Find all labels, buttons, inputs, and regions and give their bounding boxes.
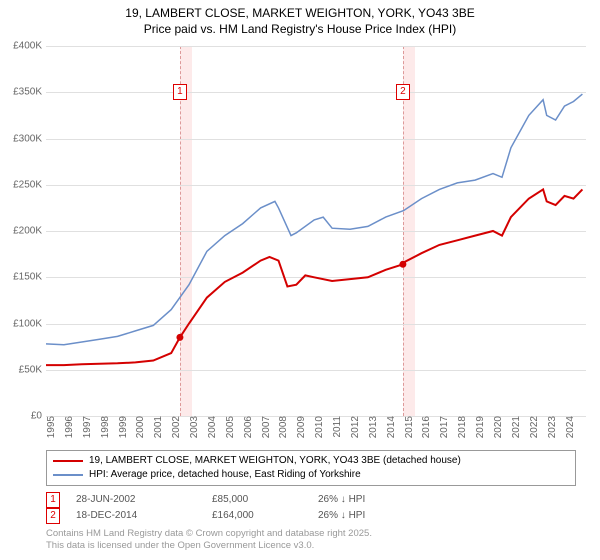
x-axis-label: 1999 bbox=[114, 416, 129, 438]
x-axis-label: 2021 bbox=[507, 416, 522, 438]
transaction-marker: 1 bbox=[46, 492, 60, 508]
transaction-hpi: 26% ↓ HPI bbox=[318, 492, 438, 508]
x-axis-label: 2016 bbox=[417, 416, 432, 438]
y-axis-label: £50K bbox=[19, 364, 46, 375]
legend-label-2: HPI: Average price, detached house, East… bbox=[89, 468, 361, 482]
x-axis-label: 2017 bbox=[435, 416, 450, 438]
transaction-marker: 2 bbox=[46, 508, 60, 524]
x-axis-label: 2018 bbox=[453, 416, 468, 438]
legend-row-1: 19, LAMBERT CLOSE, MARKET WEIGHTON, YORK… bbox=[53, 454, 569, 468]
series-price_paid bbox=[46, 189, 582, 365]
x-axis-label: 2009 bbox=[292, 416, 307, 438]
x-axis-label: 2007 bbox=[257, 416, 272, 438]
legend-box: 19, LAMBERT CLOSE, MARKET WEIGHTON, YORK… bbox=[46, 450, 576, 486]
x-axis-label: 2022 bbox=[525, 416, 540, 438]
marker-1: 1 bbox=[173, 84, 187, 100]
transaction-hpi: 26% ↓ HPI bbox=[318, 508, 438, 524]
x-axis-label: 2005 bbox=[221, 416, 236, 438]
legend-swatch-2 bbox=[53, 474, 83, 476]
transactions-table: 1 28-JUN-2002 £85,000 26% ↓ HPI 2 18-DEC-2014… bbox=[46, 492, 576, 524]
title-line2: Price paid vs. HM Land Registry's House … bbox=[0, 22, 600, 38]
title-line1: 19, LAMBERT CLOSE, MARKET WEIGHTON, YORK… bbox=[0, 6, 600, 22]
footer-text: Contains HM Land Registry data © Crown c… bbox=[46, 528, 576, 553]
legend-label-1: 19, LAMBERT CLOSE, MARKET WEIGHTON, YORK… bbox=[89, 454, 461, 468]
x-axis-label: 2002 bbox=[167, 416, 182, 438]
x-axis-label: 2006 bbox=[239, 416, 254, 438]
x-axis-label: 2020 bbox=[489, 416, 504, 438]
chart-title: 19, LAMBERT CLOSE, MARKET WEIGHTON, YORK… bbox=[0, 0, 600, 37]
transaction-date: 18-DEC-2014 bbox=[76, 508, 196, 524]
y-axis-label: £200K bbox=[13, 226, 46, 237]
x-axis-label: 1996 bbox=[60, 416, 75, 438]
x-axis-label: 2000 bbox=[131, 416, 146, 438]
series-hpi bbox=[46, 94, 582, 345]
x-axis-label: 2013 bbox=[364, 416, 379, 438]
transaction-row: 1 28-JUN-2002 £85,000 26% ↓ HPI bbox=[46, 492, 576, 508]
x-axis-label: 2010 bbox=[310, 416, 325, 438]
transaction-row: 2 18-DEC-2014 £164,000 26% ↓ HPI bbox=[46, 508, 576, 524]
x-axis-label: 2011 bbox=[328, 416, 343, 438]
x-axis-label: 2004 bbox=[203, 416, 218, 438]
x-axis-label: 2023 bbox=[543, 416, 558, 438]
x-axis-label: 1997 bbox=[78, 416, 93, 438]
transaction-price: £85,000 bbox=[212, 492, 302, 508]
y-axis-label: £350K bbox=[13, 87, 46, 98]
x-axis-label: 2019 bbox=[471, 416, 486, 438]
x-axis-label: 2014 bbox=[382, 416, 397, 438]
transaction-date: 28-JUN-2002 bbox=[76, 492, 196, 508]
x-axis-label: 1995 bbox=[42, 416, 57, 438]
footer-line2: This data is licensed under the Open Gov… bbox=[46, 540, 576, 552]
line-series bbox=[46, 46, 586, 416]
transaction-dot bbox=[176, 334, 183, 341]
chart-container: 19, LAMBERT CLOSE, MARKET WEIGHTON, YORK… bbox=[0, 0, 600, 560]
transaction-dot bbox=[399, 261, 406, 268]
x-axis-label: 2012 bbox=[346, 416, 361, 438]
y-axis-label: £100K bbox=[13, 318, 46, 329]
transaction-price: £164,000 bbox=[212, 508, 302, 524]
y-axis-label: £300K bbox=[13, 133, 46, 144]
footer-line1: Contains HM Land Registry data © Crown c… bbox=[46, 528, 576, 540]
y-axis-label: £250K bbox=[13, 179, 46, 190]
x-axis-label: 2008 bbox=[274, 416, 289, 438]
x-axis-label: 2003 bbox=[185, 416, 200, 438]
y-axis-label: £400K bbox=[13, 41, 46, 52]
x-axis-label: 2001 bbox=[149, 416, 164, 438]
x-axis-label: 2015 bbox=[400, 416, 415, 438]
legend-and-footer: 19, LAMBERT CLOSE, MARKET WEIGHTON, YORK… bbox=[46, 450, 576, 553]
x-axis-label: 2024 bbox=[561, 416, 576, 438]
x-axis-label: 1998 bbox=[96, 416, 111, 438]
y-axis-label: £150K bbox=[13, 272, 46, 283]
legend-swatch-1 bbox=[53, 460, 83, 462]
legend-row-2: HPI: Average price, detached house, East… bbox=[53, 468, 569, 482]
plot-area: £0£50K£100K£150K£200K£250K£300K£350K£400… bbox=[46, 46, 586, 417]
marker-2: 2 bbox=[396, 84, 410, 100]
